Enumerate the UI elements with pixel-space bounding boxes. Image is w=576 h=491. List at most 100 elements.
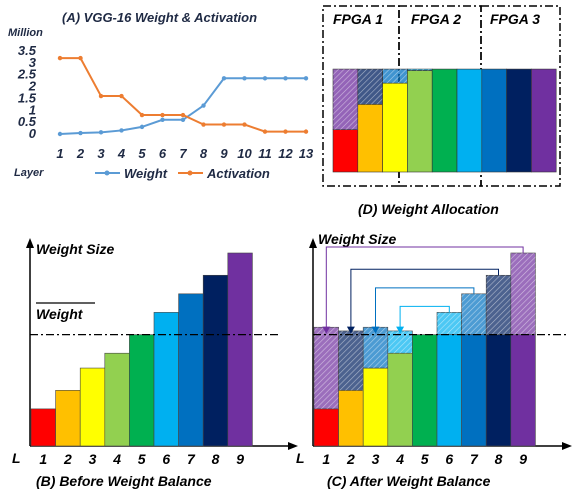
b-x-tick-label: 3 — [89, 451, 97, 467]
c-bar-8 — [485, 334, 512, 447]
a-point-weight — [78, 130, 83, 136]
a-x-tick-label: 10 — [237, 146, 252, 161]
c-transfer-arrowhead-2 — [346, 326, 355, 334]
panel-d: FPGA 1 FPGA 2 FPGA 3 (D) Weight Allocati… — [322, 5, 561, 217]
c-transfer-arrow-9-to-1 — [325, 246, 524, 329]
a-x-tick-label: 1 — [56, 146, 63, 161]
c-x-tick-label: 5 — [421, 451, 429, 467]
c-x-tick-label: 8 — [495, 451, 503, 467]
a-point-activation — [221, 122, 227, 127]
a-ylabel: Million — [8, 27, 43, 39]
a-point-weight — [303, 76, 309, 81]
a-title: (A) VGG-16 Weight & Activation — [62, 10, 257, 25]
a-legend-activation-marker — [187, 170, 193, 176]
b-x-arrow — [288, 442, 298, 450]
c-ylabel: Weight Size — [318, 231, 397, 247]
a-x-tick-label: 5 — [138, 146, 146, 161]
a-point-activation — [119, 93, 124, 99]
d-fpga3-label: FPGA 3 — [490, 11, 540, 27]
a-point-activation — [201, 122, 206, 127]
d-bars — [332, 68, 557, 173]
c-bar-2-received-hatch — [338, 330, 364, 391]
b-bars — [30, 252, 253, 447]
a-y-tick-label: 2.5 — [17, 67, 37, 82]
b-avg-label: Weight — [36, 306, 84, 322]
a-x-tick-label: 4 — [117, 146, 126, 161]
b-bar-4 — [104, 352, 130, 447]
a-series — [57, 55, 309, 137]
b-bar-2 — [55, 390, 81, 447]
a-point-weight — [160, 117, 165, 122]
a-point-weight — [139, 124, 145, 130]
a-point-weight — [119, 128, 124, 133]
a-point-weight — [242, 76, 247, 81]
b-x-tick-label: 5 — [138, 451, 146, 467]
c-bar-6 — [436, 334, 462, 447]
a-x-tick-label: 7 — [179, 146, 187, 161]
a-point-weight — [262, 76, 268, 81]
a-point-activation — [78, 55, 83, 61]
d-bar-layer-2 — [357, 104, 383, 173]
a-point-activation — [160, 112, 165, 118]
c-x-tick-label: 7 — [470, 451, 479, 467]
a-y-tick-label: 3.5 — [18, 43, 37, 58]
d-bar-layer-4 — [407, 70, 433, 173]
b-x-tick-label: 2 — [63, 451, 72, 467]
c-bar-4-received-hatch — [387, 330, 413, 354]
a-y-tick-label: 3 — [29, 55, 37, 70]
a-point-weight — [283, 76, 288, 81]
c-transfer-arrow-6-to-4 — [399, 305, 450, 329]
a-x-tick-label: 6 — [159, 146, 167, 161]
d-bar-layer-5 — [431, 68, 458, 173]
a-x-ticks: 1 2 3 4 5 6 7 8 9 10 11 12 13 — [56, 146, 314, 161]
c-transfer-arrow-7-to-3 — [375, 287, 475, 329]
a-legend-weight-label: Weight — [124, 166, 168, 181]
b-x-tick-label: 4 — [112, 451, 121, 467]
b-title: (B) Before Weight Balance — [36, 473, 212, 489]
a-point-activation — [303, 129, 309, 134]
d-bar-layer-4-extra-hatch — [407, 69, 433, 71]
a-legend-activation-label: Activation — [206, 166, 270, 181]
a-y-ticks: 3.532.521.510.50 — [17, 43, 37, 141]
a-point-weight — [201, 103, 206, 108]
a-point-weight — [98, 130, 104, 135]
a-point-activation — [139, 112, 145, 118]
c-transfer-arrowhead-4 — [396, 326, 405, 334]
d-fpga1-label: FPGA 1 — [333, 11, 383, 27]
a-point-activation — [262, 129, 268, 134]
b-x-tick-label: 8 — [212, 451, 220, 467]
d-bar-layer-9 — [531, 68, 557, 173]
c-bar-8-excess-hatch — [486, 275, 511, 335]
d-bar-layer-3 — [382, 82, 408, 173]
c-bar-1 — [313, 408, 339, 447]
b-bar-6 — [153, 312, 179, 447]
a-xlabel: Layer — [14, 167, 44, 179]
c-bar-7-excess-hatch — [461, 293, 487, 335]
d-fpga2-label: FPGA 2 — [411, 11, 461, 27]
a-x-tick-label: 3 — [97, 146, 105, 161]
a-x-tick-label: 2 — [76, 146, 85, 161]
c-transfer-arrowhead-3 — [371, 326, 380, 334]
c-y-arrow — [309, 238, 317, 248]
a-point-weight — [180, 117, 186, 122]
b-bar-7 — [178, 293, 204, 447]
b-x-tick-label: 6 — [162, 451, 170, 467]
a-x-tick-label: 9 — [220, 146, 228, 161]
c-bar-1-received-hatch — [314, 327, 339, 409]
c-bar-3-received-hatch — [363, 327, 388, 369]
b-x-tick-label: 9 — [236, 451, 244, 467]
a-legend: Weight Activation — [95, 166, 270, 181]
a-x-tick-label: 12 — [278, 146, 293, 161]
d-bar-layer-3-extra-hatch — [382, 69, 408, 84]
a-point-activation — [180, 112, 186, 118]
b-bar-9 — [227, 252, 253, 447]
c-bar-4 — [387, 352, 413, 447]
d-bar-layer-2-extra-hatch — [357, 69, 383, 105]
c-x-tick-label: 2 — [346, 451, 355, 467]
c-bar-6-excess-hatch — [437, 312, 462, 335]
b-x-tick-label: 1 — [39, 451, 47, 467]
c-transfer-arrow-8-to-2 — [350, 268, 499, 329]
